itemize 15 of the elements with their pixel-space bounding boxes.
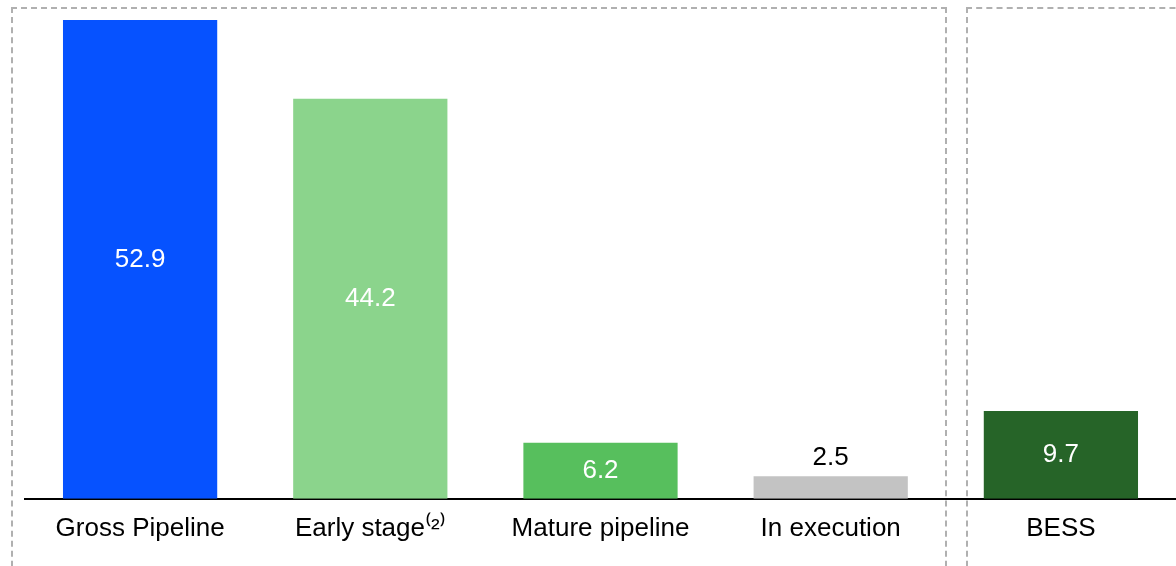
bar	[293, 98, 448, 499]
bar	[523, 442, 678, 499]
data-label: 2.5	[812, 441, 849, 472]
bar	[983, 411, 1139, 499]
x-tick-label: BESS	[1026, 511, 1096, 542]
data-label: 52.9	[114, 242, 166, 273]
bar	[62, 20, 218, 499]
bar	[753, 476, 908, 499]
data-label: 44.2	[345, 281, 396, 312]
x-tick-label: Mature pipeline	[511, 511, 690, 542]
x-tick-label: Early stage⁽²⁾	[294, 511, 446, 542]
x-tick-label: Gross Pipeline	[55, 511, 225, 542]
x-tick-label: In execution	[760, 511, 901, 542]
data-label: 6.2	[582, 453, 619, 484]
data-label: 9.7	[1042, 438, 1079, 469]
